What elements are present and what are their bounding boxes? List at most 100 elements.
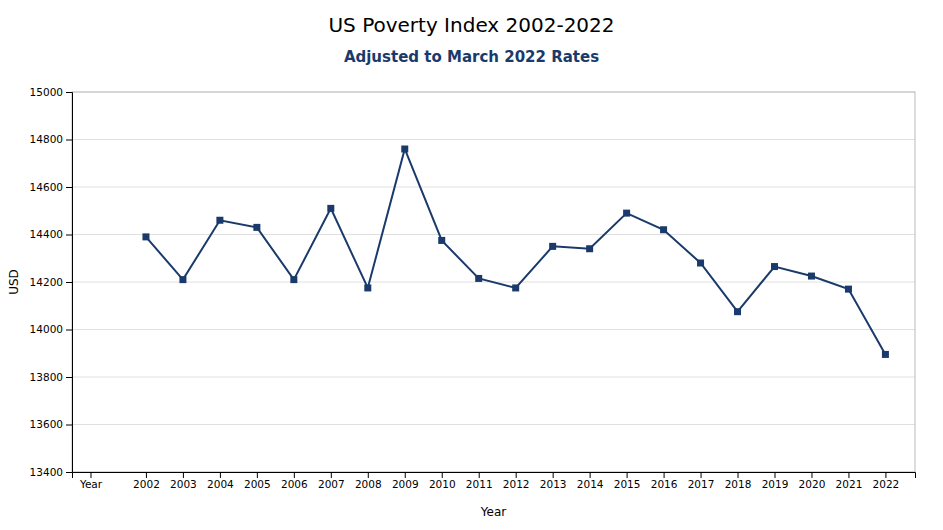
marker (734, 308, 741, 315)
x-tick: 2018 (725, 472, 752, 490)
y-tick: 14200 (30, 276, 72, 288)
tick-mark (66, 235, 72, 236)
tick-mark (90, 472, 91, 478)
grid-line (72, 234, 915, 235)
grid-line (72, 377, 915, 378)
tick-mark (885, 472, 886, 478)
tick-mark (627, 472, 628, 478)
marker (586, 245, 593, 252)
marker (697, 260, 704, 267)
tick-label: 2020 (799, 478, 826, 490)
tick-label: 2008 (355, 478, 382, 490)
tick-mark (146, 472, 147, 478)
marker (327, 205, 334, 212)
marker (549, 243, 556, 250)
markers (142, 146, 888, 358)
x-tick: 2022 (873, 472, 900, 490)
tick-mark (183, 472, 184, 478)
x-tick: 2019 (762, 472, 789, 490)
tick-mark (664, 472, 665, 478)
x-tick: 2008 (355, 472, 382, 490)
plot: Year200220032004200520062007200820092010… (30, 86, 916, 491)
subtitle: Adjusted to March 2022 Rates (344, 48, 599, 66)
tick-label: Year (79, 478, 103, 490)
tick-mark (220, 472, 221, 478)
marker (179, 276, 186, 283)
tick-label: 14800 (30, 133, 63, 145)
tick-mark (66, 92, 72, 93)
tick-label: 14400 (30, 228, 63, 240)
tick-label: 2018 (725, 478, 752, 490)
tick-mark (66, 140, 72, 141)
tick-label: 15000 (30, 86, 63, 98)
tick-label: 2010 (429, 478, 456, 490)
marker (401, 146, 408, 153)
tick-mark (66, 472, 72, 473)
line (146, 149, 885, 354)
grid (72, 92, 915, 472)
x-tick: 2015 (614, 472, 641, 490)
x-tick: 2004 (207, 472, 234, 490)
data-layer (142, 146, 888, 358)
plot-frame (72, 92, 915, 472)
marker (216, 217, 223, 224)
marker (845, 286, 852, 293)
tick-label: 14000 (30, 323, 63, 335)
y-axis-label: USD (7, 269, 21, 295)
tick-mark (848, 472, 849, 478)
title: US Poverty Index 2002-2022 (328, 13, 614, 37)
tick-mark (66, 282, 72, 283)
marker (142, 233, 149, 240)
tick-mark (553, 472, 554, 478)
y-tick: 14600 (30, 181, 72, 193)
tick-label: 13800 (30, 371, 63, 383)
y-tick: 13600 (30, 418, 72, 430)
marker (771, 263, 778, 270)
tick-label: 2016 (651, 478, 678, 490)
tick-mark (405, 472, 406, 478)
grid-line (72, 424, 915, 425)
grid-line (72, 187, 915, 188)
tick-label: 13600 (30, 418, 63, 430)
y-tick: 14000 (30, 323, 72, 335)
x-tick: 2005 (244, 472, 271, 490)
grid-line (72, 329, 915, 330)
x-tick: 2003 (170, 472, 197, 490)
y-tick: 15000 (30, 86, 72, 98)
tick-label: 2022 (873, 478, 900, 490)
tick-mark (257, 472, 258, 478)
tick-label: 2012 (503, 478, 530, 490)
tick-mark (368, 472, 369, 478)
tick-mark (66, 425, 72, 426)
tick-label: 2014 (577, 478, 604, 490)
x-tick: 2020 (799, 472, 826, 490)
x-tick: 2014 (577, 472, 604, 490)
marker (882, 351, 889, 358)
marker (808, 273, 815, 280)
y-tick: 13800 (30, 371, 72, 383)
y-tick: 14400 (30, 228, 72, 240)
tick-mark (66, 187, 72, 188)
tick-mark (331, 472, 332, 478)
tick-mark (479, 472, 480, 478)
tick-label: 14200 (30, 276, 63, 288)
tick-label: 2019 (762, 478, 789, 490)
marker (364, 284, 371, 291)
tick-mark (775, 472, 776, 478)
y-tick: 13400 (30, 466, 72, 478)
marker (253, 224, 260, 231)
tick-mark (66, 330, 72, 331)
tick-label: 2013 (540, 478, 567, 490)
tick-mark (738, 472, 739, 478)
tick-label: 2004 (207, 478, 234, 490)
x-tick: Year (79, 472, 103, 490)
x-axis: Year200220032004200520062007200820092010… (73, 472, 916, 490)
tick-label: 13400 (30, 466, 63, 478)
tick-label: 2006 (281, 478, 308, 490)
tick-label: 2005 (244, 478, 271, 490)
y-axis: 13400 13600 13800 14000 14200 14400 14600 14800… (30, 86, 73, 478)
tick-label: 2017 (688, 478, 715, 490)
marker (623, 210, 630, 217)
tick-label: 2007 (318, 478, 345, 490)
x-tick: 2021 (836, 472, 863, 490)
